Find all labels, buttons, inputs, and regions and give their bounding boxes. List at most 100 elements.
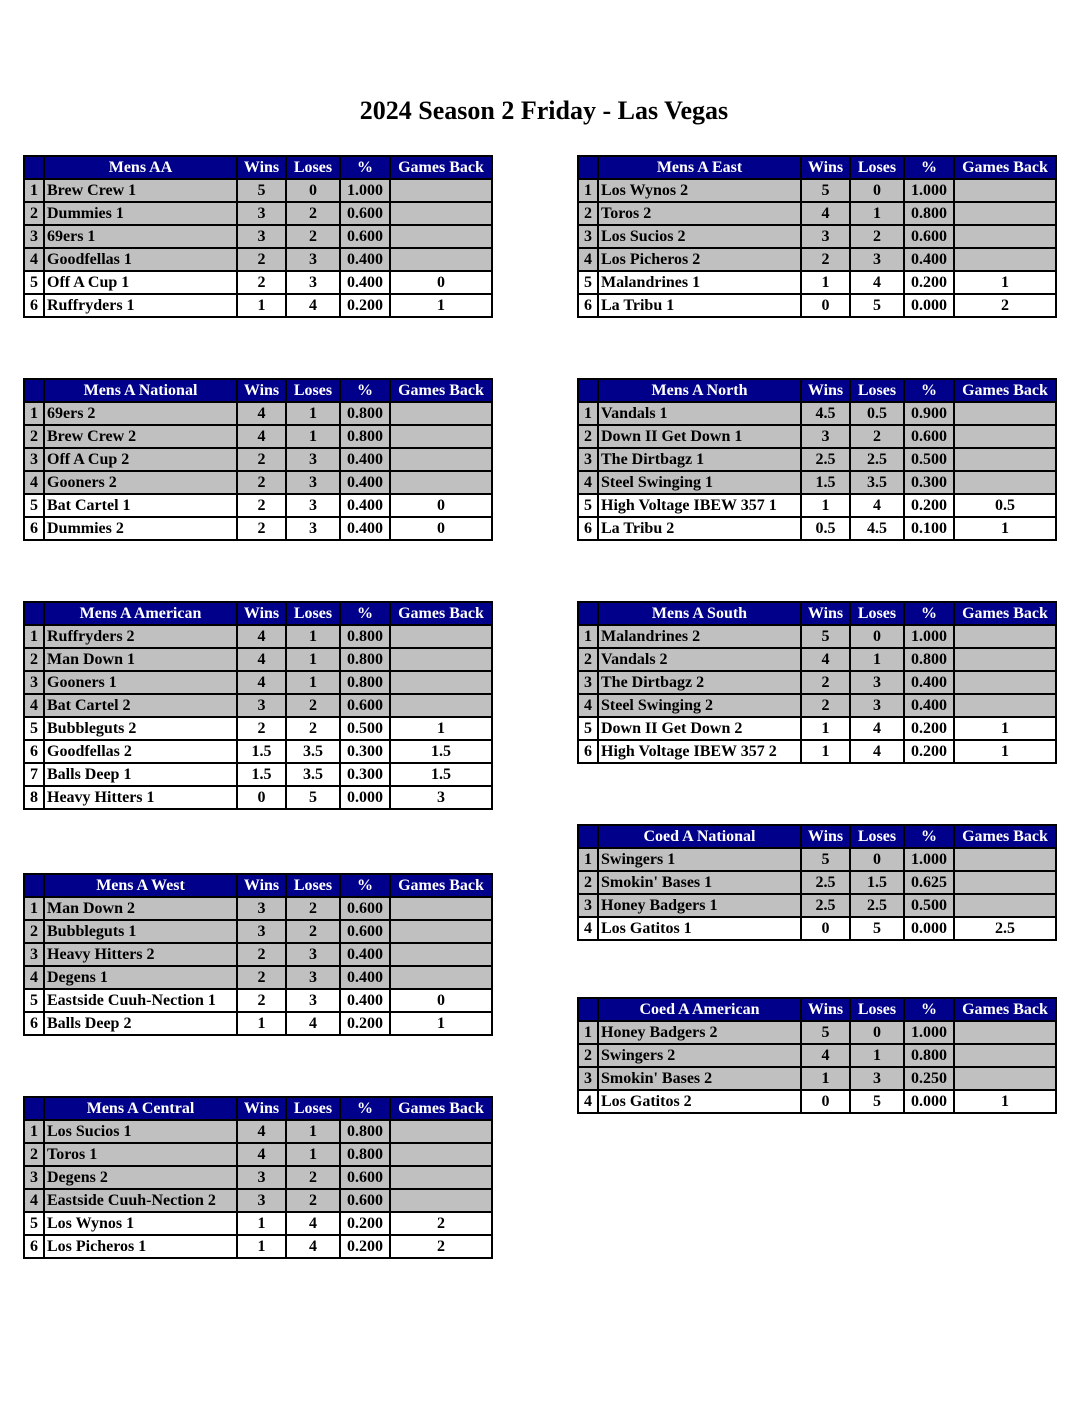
table-row: 6 La Tribu 2 0.5 4.5 0.100 1 [577, 516, 1057, 541]
rank-header [577, 601, 599, 626]
team-name-cell: Gooners 1 [43, 670, 238, 695]
rank-cell: 6 [23, 1234, 45, 1259]
rank-cell: 2 [23, 647, 45, 672]
table-row: 1 69ers 2 4 1 0.800 [23, 401, 493, 426]
division-name: Mens A North [597, 378, 802, 403]
games-back-cell [953, 693, 1057, 718]
rank-header [23, 155, 45, 180]
games-back-cell [953, 178, 1057, 203]
table-row: 2 Vandals 2 4 1 0.800 [577, 647, 1057, 672]
wins-cell: 0 [800, 1089, 851, 1114]
pct-cell: 0.800 [339, 401, 391, 426]
pct-cell: 0.800 [339, 647, 391, 672]
pct-cell: 0.200 [339, 1011, 391, 1036]
games-back-cell [953, 424, 1057, 449]
wins-cell: 3 [236, 1188, 287, 1213]
wins-header: Wins [236, 601, 287, 626]
pct-cell: 0.250 [903, 1066, 955, 1091]
team-name-cell: Malandrines 2 [597, 624, 802, 649]
pct-cell: 0.200 [339, 1234, 391, 1259]
loses-cell: 3 [849, 247, 905, 272]
games-back-cell: 0 [389, 988, 493, 1013]
games-back-cell [389, 401, 493, 426]
rank-cell: 4 [577, 916, 599, 941]
pct-cell: 0.800 [339, 670, 391, 695]
pct-cell: 0.300 [903, 470, 955, 495]
team-name-cell: La Tribu 2 [597, 516, 802, 541]
pct-cell: 0.400 [339, 470, 391, 495]
loses-cell: 3 [849, 1066, 905, 1091]
loses-cell: 1 [285, 401, 341, 426]
rank-cell: 5 [23, 1211, 45, 1236]
loses-header: Loses [285, 601, 341, 626]
games-back-cell [953, 893, 1057, 918]
rank-cell: 4 [577, 247, 599, 272]
team-name-cell: Honey Badgers 1 [597, 893, 802, 918]
rank-cell: 5 [577, 270, 599, 295]
wins-cell: 3 [800, 224, 851, 249]
loses-header: Loses [849, 997, 905, 1022]
table-row: 5 Los Wynos 1 1 4 0.200 2 [23, 1211, 493, 1236]
wins-cell: 3 [800, 424, 851, 449]
pct-cell: 0.625 [903, 870, 955, 895]
pct-cell: 0.800 [339, 624, 391, 649]
wins-cell: 1 [800, 739, 851, 764]
rank-header [577, 155, 599, 180]
team-name-cell: Los Wynos 1 [43, 1211, 238, 1236]
team-name-cell: Swingers 2 [597, 1043, 802, 1068]
wins-cell: 5 [800, 847, 851, 872]
table-row: 3 Off A Cup 2 2 3 0.400 [23, 447, 493, 472]
pct-cell: 0.100 [903, 516, 955, 541]
pct-cell: 0.200 [903, 739, 955, 764]
rank-header [23, 378, 45, 403]
loses-cell: 5 [849, 1089, 905, 1114]
table-row: 4 Los Picheros 2 2 3 0.400 [577, 247, 1057, 272]
games-back-cell: 1.5 [389, 739, 493, 764]
loses-cell: 1 [285, 647, 341, 672]
loses-cell: 5 [849, 293, 905, 318]
team-name-cell: Steel Swinging 1 [597, 470, 802, 495]
pct-cell: 0.000 [903, 293, 955, 318]
pct-cell: 1.000 [903, 178, 955, 203]
pct-cell: 0.200 [903, 716, 955, 741]
loses-cell: 1 [285, 424, 341, 449]
wins-cell: 2 [236, 447, 287, 472]
games-back-cell: 0 [389, 516, 493, 541]
table-row: 3 Los Sucios 2 3 2 0.600 [577, 224, 1057, 249]
wins-cell: 2 [236, 493, 287, 518]
rank-cell: 5 [577, 716, 599, 741]
team-name-cell: Down II Get Down 2 [597, 716, 802, 741]
table-row: 2 Toros 2 4 1 0.800 [577, 201, 1057, 226]
rank-cell: 8 [23, 785, 45, 810]
rank-cell: 6 [23, 516, 45, 541]
rank-cell: 5 [577, 493, 599, 518]
loses-cell: 0 [285, 178, 341, 203]
rank-cell: 2 [23, 919, 45, 944]
team-name-cell: Degens 1 [43, 965, 238, 990]
wins-header: Wins [800, 155, 851, 180]
wins-cell: 2 [236, 716, 287, 741]
rank-cell: 3 [577, 1066, 599, 1091]
pct-cell: 1.000 [903, 847, 955, 872]
games-back-cell [953, 201, 1057, 226]
rank-cell: 3 [577, 447, 599, 472]
team-name-cell: Malandrines 1 [597, 270, 802, 295]
rank-cell: 2 [23, 1142, 45, 1167]
table-header: Mens AA Wins Loses % Games Back [23, 155, 493, 180]
loses-header: Loses [285, 873, 341, 898]
rank-cell: 3 [23, 1165, 45, 1190]
pct-header: % [339, 601, 391, 626]
loses-cell: 3 [285, 270, 341, 295]
table-row: 6 Goodfellas 2 1.5 3.5 0.300 1.5 [23, 739, 493, 764]
games-back-header: Games Back [953, 997, 1057, 1022]
rank-cell: 6 [577, 739, 599, 764]
team-name-cell: Brew Crew 1 [43, 178, 238, 203]
loses-cell: 0 [849, 1020, 905, 1045]
games-back-cell: 2.5 [953, 916, 1057, 941]
pct-header: % [903, 378, 955, 403]
pct-cell: 0.400 [903, 247, 955, 272]
table-row: 1 Ruffryders 2 4 1 0.800 [23, 624, 493, 649]
team-name-cell: Toros 2 [597, 201, 802, 226]
loses-cell: 1 [285, 1119, 341, 1144]
